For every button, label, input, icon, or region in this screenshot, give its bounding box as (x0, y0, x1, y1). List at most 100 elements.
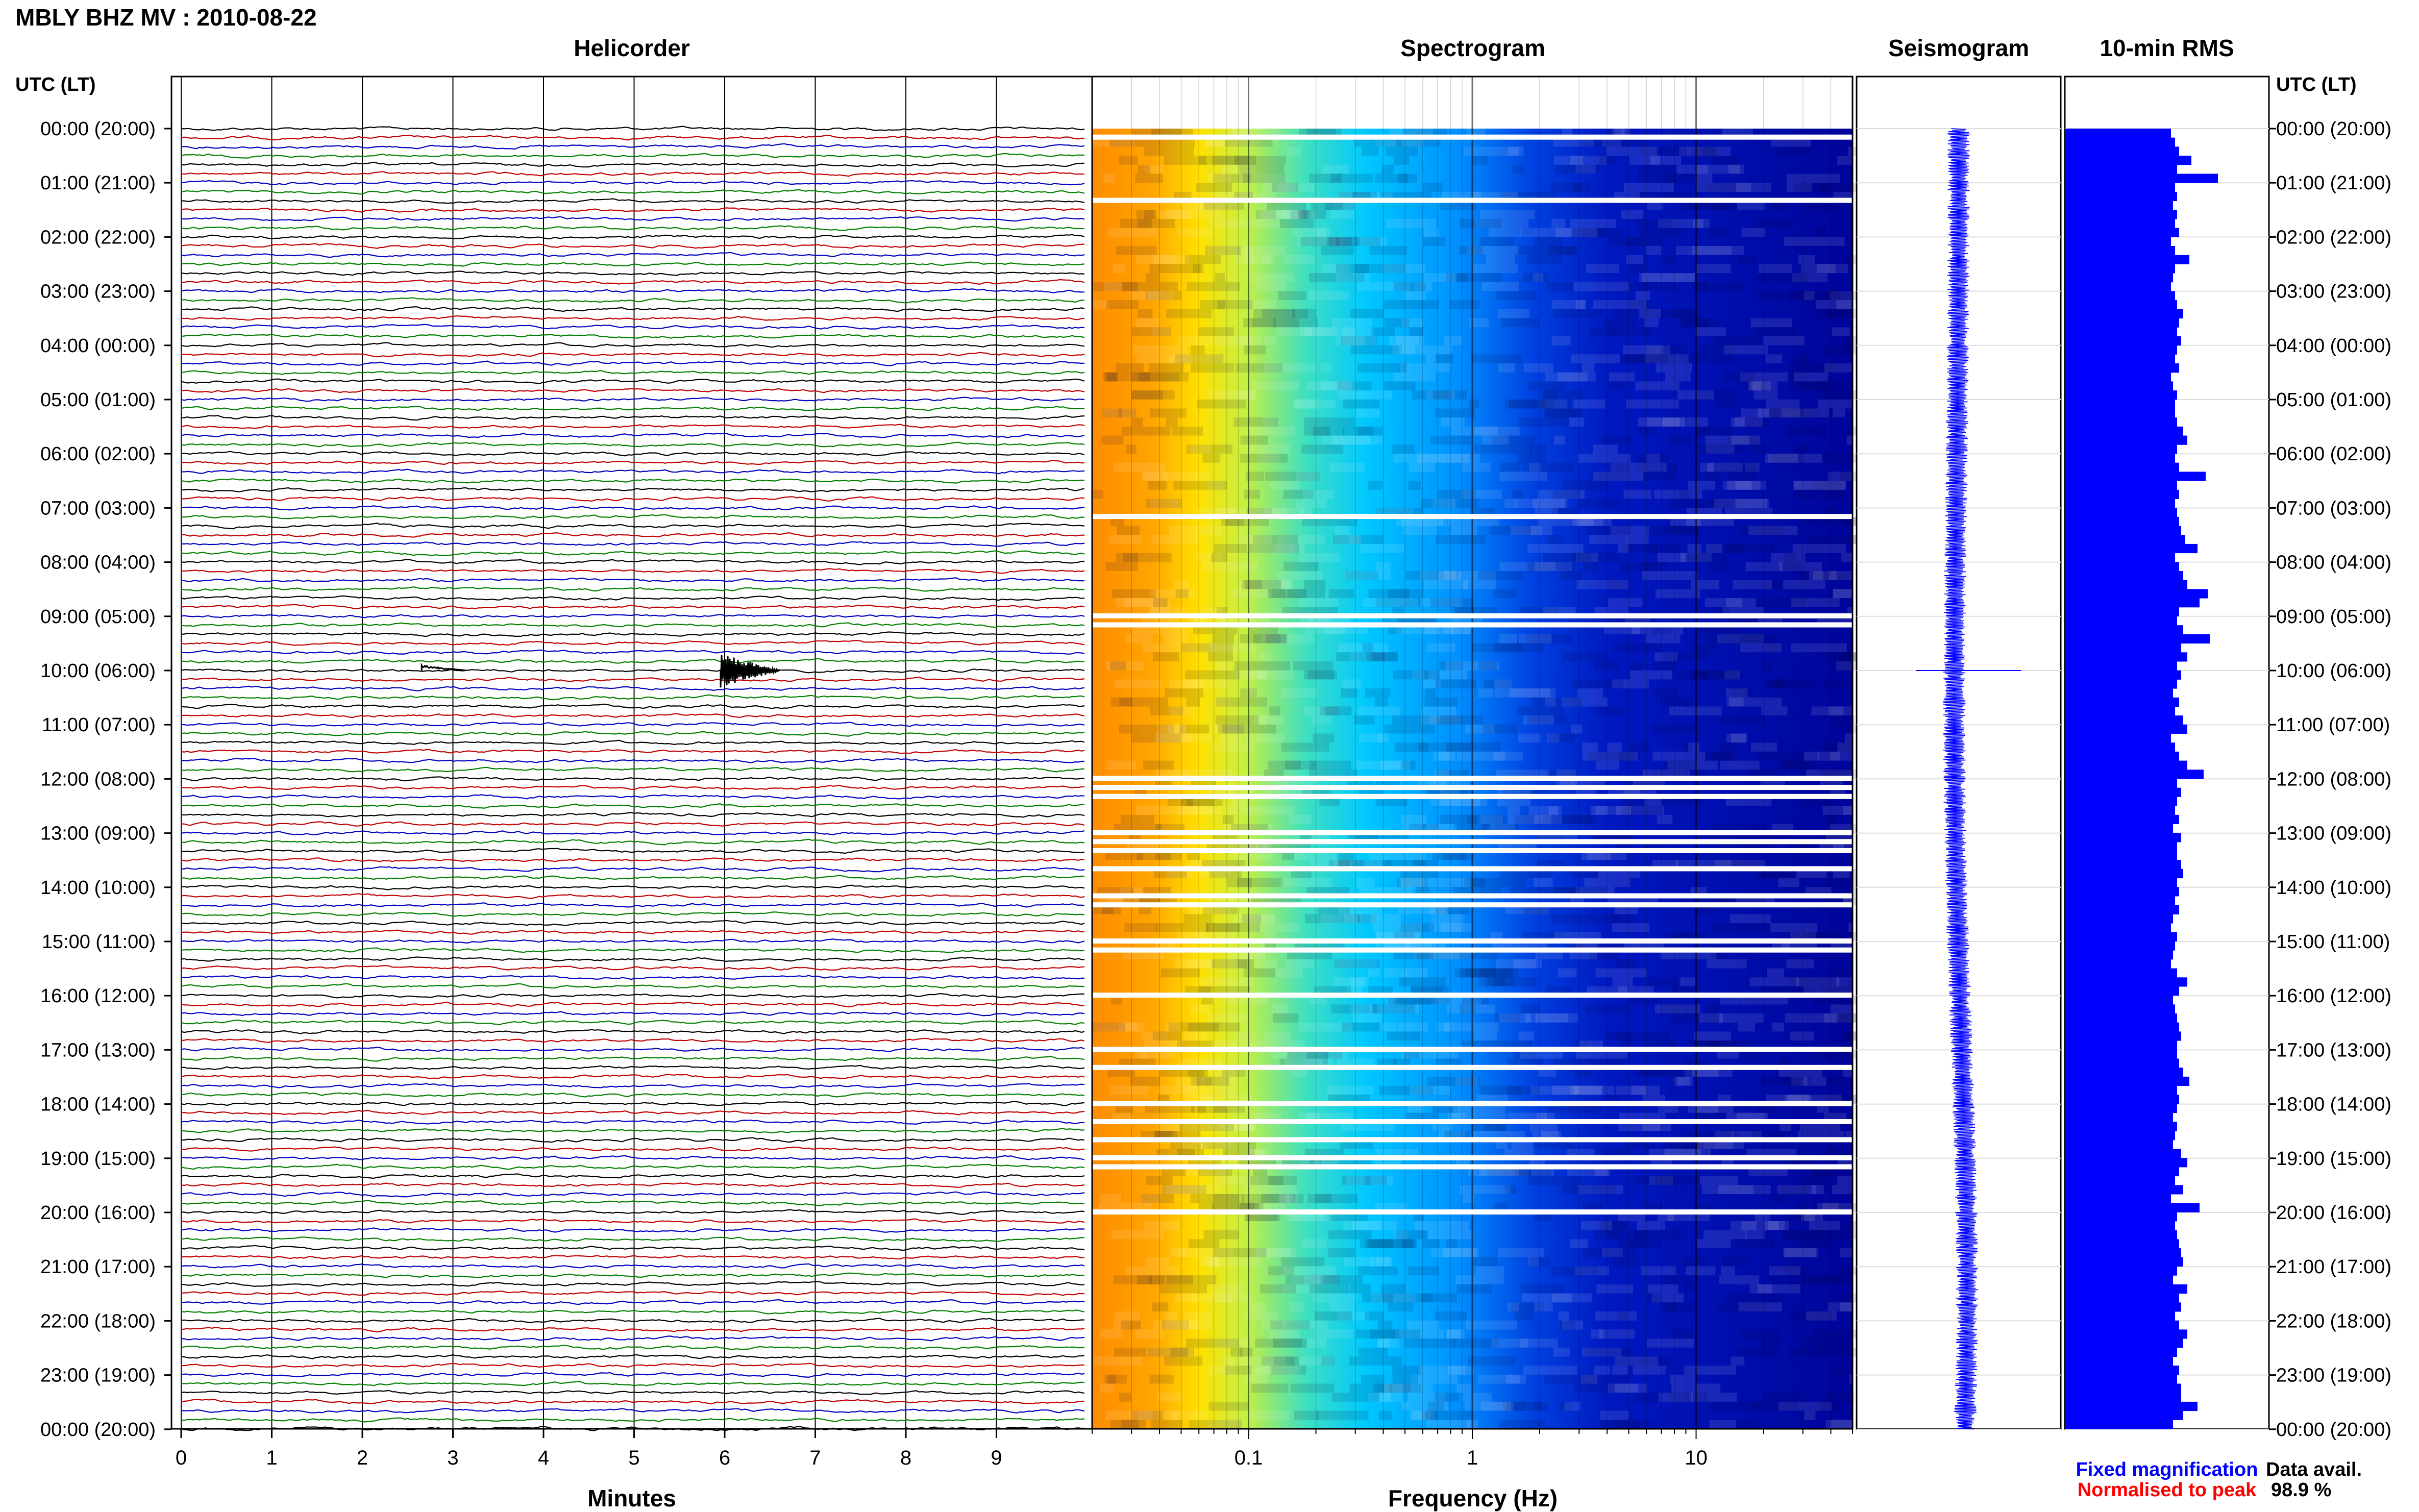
spectrogram-cell (1306, 381, 1356, 391)
spectrogram-cell (1238, 1356, 1251, 1366)
rms-bar (2065, 1239, 2179, 1249)
spectrogram-cell (1625, 1383, 1647, 1393)
spectrogram-cell (1255, 1339, 1307, 1348)
spectrogram-cell (1478, 688, 1493, 698)
helicorder-trace (181, 613, 1085, 619)
time-label-right: 13:00 (09:00) (2276, 823, 2391, 845)
spectrogram-cell (1670, 499, 1719, 508)
spectrogram-cell (1498, 363, 1515, 373)
spectrogram-cell (1264, 1031, 1291, 1041)
spectrogram-cell (1523, 1366, 1577, 1375)
spectrogram-cell (1730, 914, 1771, 924)
spectrogram-cell (1664, 760, 1697, 770)
spectrogram-cell (1551, 336, 1571, 345)
spectrogram-cell (1757, 1284, 1772, 1294)
spectrogram-cell (1802, 516, 1857, 526)
spectrogram-cell (1616, 959, 1637, 969)
rms-bar (2065, 950, 2173, 960)
rms-bar (2065, 129, 2171, 138)
spectrogram-cell (1621, 806, 1662, 815)
spectrogram-cell (1521, 444, 1533, 454)
spectrogram-cell (1384, 1383, 1433, 1393)
spectrogram-cell (1365, 688, 1391, 698)
spectrogram-cell (1590, 1329, 1603, 1339)
spectrogram-cell (1150, 499, 1182, 508)
spectrogram-cell (1750, 318, 1792, 328)
spectrogram-cell (1615, 1031, 1671, 1041)
spectrogram-cell (1440, 797, 1488, 806)
spectrogram-cell (1724, 670, 1740, 680)
spectrogram-cell (1634, 137, 1645, 147)
spectrogram-cell (1512, 489, 1523, 499)
spectrogram-cell (1798, 571, 1853, 580)
spectrogram-cell (1137, 354, 1192, 364)
spectrogram-cell (1762, 661, 1772, 671)
spectrogram-cell (1102, 408, 1122, 418)
spectrogram-cell (1215, 715, 1259, 725)
spectrogram-cell (1741, 1221, 1757, 1230)
spectrogram-cell (1210, 643, 1256, 653)
spectrogram-cell (1755, 598, 1806, 607)
spectrogram-cell (1769, 1266, 1800, 1276)
spectrogram-cell (1522, 1293, 1572, 1303)
spectrogram-cell (1253, 715, 1267, 725)
spectrogram-cell (1463, 1393, 1492, 1402)
spectrogram-cell (1392, 1366, 1421, 1375)
spectrogram-cell (1375, 797, 1408, 806)
spectrogram-cell (1197, 201, 1224, 210)
helicorder-trace (181, 848, 1085, 854)
spectrogram-cell (1604, 625, 1640, 634)
spectrogram-cell (1188, 1022, 1240, 1032)
spectrogram-cell (1395, 1230, 1428, 1240)
spectrogram-gridlines (1092, 77, 1853, 1429)
spectrogram-cell (1166, 1275, 1217, 1284)
spectrogram-cell (1267, 589, 1307, 599)
spectrogram-cell (1276, 543, 1305, 553)
spectrogram-cell (1105, 562, 1138, 571)
spectrogram-cell (1829, 706, 1862, 716)
time-label-right: 15:00 (11:00) (2276, 931, 2390, 953)
spectrogram-cell (1344, 1257, 1374, 1267)
spectrogram-cell (1725, 797, 1772, 806)
spectrogram-cell (1262, 255, 1275, 264)
spectrogram-cell (1110, 697, 1133, 707)
helicorder-trace (181, 784, 1084, 790)
spectrogram-cell (1375, 173, 1409, 183)
spectrogram-cell (1246, 246, 1287, 255)
spectrogram-cell (1620, 562, 1660, 571)
spectrogram-cell (1151, 1420, 1182, 1429)
spectrogram-cell (1285, 760, 1316, 770)
spectrogram-cell (1514, 959, 1536, 969)
spectrogram-cell (1131, 733, 1181, 743)
spectrogram-cell (1178, 806, 1213, 815)
spectrogram-cell (1286, 1194, 1298, 1203)
spectrogram-cell (1124, 598, 1152, 607)
spectrogram-cell (1342, 679, 1361, 689)
spectrogram-cell (1321, 914, 1362, 924)
spectrogram-cell (1518, 417, 1569, 427)
rms-bar (2065, 354, 2175, 364)
spectrogram-cell (1276, 968, 1303, 978)
spectrogram-cell (1494, 643, 1544, 653)
spectrogram-cell (1409, 462, 1435, 472)
rms-bar (2065, 426, 2183, 436)
spectrogram-cell (1457, 273, 1468, 282)
spectrogram-cell (1279, 218, 1314, 228)
spectrogram-gap (1092, 947, 1853, 953)
spectrogram-cell (1436, 535, 1485, 544)
spectrogram-cell (1222, 724, 1276, 734)
spectrogram-cell (1356, 878, 1375, 887)
spectrogram-cell (1246, 444, 1290, 454)
spectrogram-cell (1499, 1013, 1531, 1023)
spectrogram-cell (1303, 1275, 1324, 1284)
spectrogram-cell (1269, 589, 1286, 599)
spectrogram-gap (1092, 1047, 1853, 1052)
spectrogram-cell (1826, 1076, 1845, 1086)
spectrogram-cell (1596, 760, 1619, 770)
spectrogram-cell (1469, 318, 1489, 328)
spectrogram-cell (1207, 1420, 1242, 1429)
spectrogram-cell (1663, 652, 1706, 661)
spectrogram-cell (1408, 481, 1421, 490)
spectrogram-cell (1157, 1393, 1182, 1402)
helicorder-trace (181, 180, 1085, 186)
